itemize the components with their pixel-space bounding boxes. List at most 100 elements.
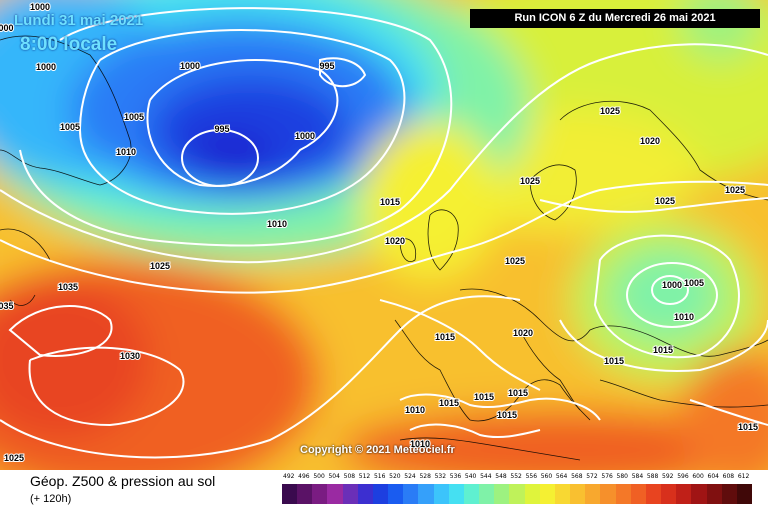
legend-color-cell <box>372 484 389 504</box>
legend-tick-label: 492 <box>283 473 295 480</box>
pressure-label: 000 <box>0 23 14 33</box>
legend-color-cell <box>418 484 435 504</box>
pressure-label: 1025 <box>520 176 540 186</box>
legend-tick-label: 552 <box>510 473 522 480</box>
legend-color-cell <box>554 484 571 504</box>
legend-color-cell <box>585 484 601 504</box>
pressure-label: 1010 <box>410 439 430 449</box>
legend-color-cell <box>706 484 723 504</box>
legend-tick-label: 540 <box>464 473 477 480</box>
pressure-label: 1010 <box>116 147 136 157</box>
legend-tick-label: 612 <box>737 473 750 480</box>
legend-tick-label: 508 <box>343 473 356 480</box>
legend-color-cell <box>676 484 692 504</box>
pressure-label: 1025 <box>150 261 170 271</box>
legend-color-cell <box>600 484 617 504</box>
legend-tick-label: 496 <box>298 473 310 480</box>
legend-color-cell <box>463 484 480 504</box>
legend-tick-label: 604 <box>707 473 719 480</box>
pressure-label: 1020 <box>640 136 660 146</box>
chart-title: Géop. Z500 & pression au sol <box>30 473 216 489</box>
legend-color-cell <box>494 484 510 504</box>
legend-tick-label: 572 <box>586 473 598 480</box>
valid-time: 8:00 locale <box>20 34 118 55</box>
legend-color-cell <box>509 484 526 504</box>
pressure-label: 1010 <box>405 405 425 415</box>
legend-color-cell <box>479 484 495 504</box>
legend-tick-label: 500 <box>313 473 325 480</box>
pressure-label: 1020 <box>513 328 533 338</box>
legend-tick-label: 588 <box>646 473 659 480</box>
isobars <box>0 7 768 459</box>
legend-tick-label: 600 <box>692 473 704 480</box>
legend-tick-label: 584 <box>631 473 644 480</box>
legend-color-cell <box>403 484 419 504</box>
legend-color-cell <box>327 484 344 504</box>
legend-tick-label: 544 <box>480 473 492 480</box>
legend-tick-label: 596 <box>677 473 689 480</box>
pressure-labels: 1000 000 1000 1000 995 1005 1005 995 1000 1010 101… <box>0 1 759 464</box>
map-canvas: 1000 000 1000 1000 995 1005 1005 995 1000 1010 101… <box>0 0 768 470</box>
copyright-notice: Copyright © 2021 Meteociel.fr <box>300 444 455 456</box>
legend-tick-label: 580 <box>616 473 628 480</box>
legend-tick-label: 556 <box>525 473 538 480</box>
pressure-label: 1005 <box>124 112 144 122</box>
pressure-label: 1025 <box>505 256 525 266</box>
pressure-label: 1025 <box>655 196 675 206</box>
legend-tick-label: 568 <box>571 473 583 480</box>
pressure-label: 035 <box>0 301 14 311</box>
legend-tick-label: 564 <box>555 473 568 480</box>
legend-tick-label: 608 <box>722 473 735 480</box>
legend-color-cell <box>630 484 647 504</box>
legend-color-cell <box>645 484 662 504</box>
pressure-label: 1015 <box>439 398 459 408</box>
legend-tick-label: 576 <box>601 473 613 480</box>
legend-color-cell <box>524 484 541 504</box>
legend-tick-label: 524 <box>404 473 416 480</box>
pressure-label: 1000 <box>662 280 682 290</box>
pressure-label: 1030 <box>120 351 140 361</box>
legend-color-cell <box>448 484 465 504</box>
pressure-label: 1000 <box>180 61 200 71</box>
pressure-label: 1005 <box>60 122 80 132</box>
run-info-banner: Run ICON 6 Z du Mercredi 26 mai 2021 <box>470 9 760 28</box>
legend-tick-label: 532 <box>434 473 447 480</box>
legend-color-cell <box>721 484 738 504</box>
legend-tick-label: 592 <box>662 473 674 480</box>
pressure-label: 1035 <box>58 282 78 292</box>
legend-tick-label: 516 <box>373 473 386 480</box>
geopotential-field <box>0 0 768 470</box>
legend-color-cell <box>388 484 404 504</box>
legend-tick-label: 548 <box>495 473 507 480</box>
legend-color-cell <box>433 484 450 504</box>
pressure-label: 1010 <box>674 312 694 322</box>
legend-tick-label: 512 <box>358 473 371 480</box>
legend-color-cell <box>615 484 632 504</box>
legend-tick-label: 504 <box>328 473 340 480</box>
legend-color-cell <box>661 484 677 504</box>
pressure-label: 995 <box>319 61 334 71</box>
pressure-label: 1015 <box>738 422 758 432</box>
legend-color-cell <box>570 484 586 504</box>
pressure-label: 1015 <box>508 388 528 398</box>
pressure-label: 1010 <box>267 219 287 229</box>
pressure-label: 1000 <box>295 131 315 141</box>
legend-tick-label: 560 <box>540 473 553 480</box>
legend-tick-label: 536 <box>449 473 462 480</box>
valid-date: Lundi 31 mai 2021 <box>14 12 144 29</box>
color-scale-legend: 492 496 500 504 508 512 516 520 524 528 532 536 540 5… <box>282 473 753 509</box>
pressure-label: 1025 <box>725 185 745 195</box>
pressure-label: 1015 <box>604 356 624 366</box>
legend-tick-label: 528 <box>419 473 431 480</box>
pressure-label: 1015 <box>380 197 400 207</box>
coastlines <box>0 35 768 461</box>
pressure-label: 1015 <box>497 410 517 420</box>
pressure-label: 1020 <box>385 236 405 246</box>
pressure-label: 1000 <box>30 2 50 12</box>
legend-color-cell <box>736 484 753 504</box>
pressure-label: 1000 <box>36 62 56 72</box>
legend-color-cell <box>691 484 707 504</box>
legend-color-cell <box>539 484 556 504</box>
pressure-label: 1025 <box>4 453 24 463</box>
